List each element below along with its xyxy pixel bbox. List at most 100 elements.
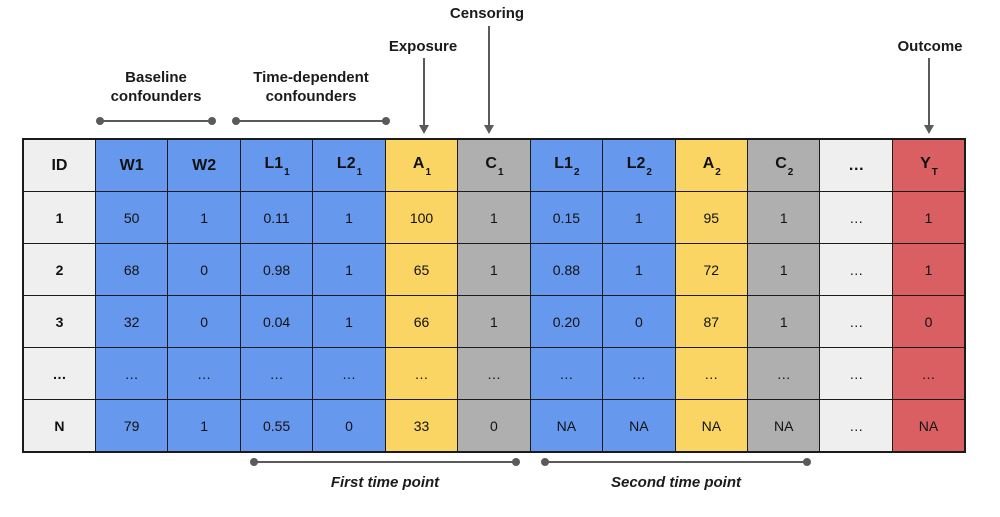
header-cell-a_2: A2 xyxy=(674,138,749,192)
header-cell-l2_1: L21 xyxy=(312,138,386,192)
table-cell-ellipsis: … xyxy=(819,399,893,453)
table-cell-c_2: … xyxy=(747,347,821,400)
outcome-label: Outcome xyxy=(897,38,963,55)
table-cell-l2_2: 1 xyxy=(602,243,676,296)
exposure-arrow-icon xyxy=(418,58,430,134)
table-cell-w1: 79 xyxy=(94,399,169,453)
first-time-point-label: First time point xyxy=(330,474,440,491)
table-cell-c_2: 1 xyxy=(747,243,821,296)
table-cell-l1_2: 0.20 xyxy=(529,295,604,348)
header-subscript: 2 xyxy=(573,166,580,178)
table-row: N 79 1 0.55 0 33 0 NA NA NA NA… NA xyxy=(22,399,966,453)
table-cell-w2: … xyxy=(167,347,241,400)
header-subscript: 1 xyxy=(425,166,432,178)
table-cell-a_2: … xyxy=(674,347,749,400)
header-cell-w1: W1 xyxy=(94,138,169,192)
table-cell-l2_1: 0 xyxy=(312,399,386,453)
table-cell-l1_1: 0.04 xyxy=(239,295,314,348)
table-cell-a_1: 33 xyxy=(384,399,459,453)
table-cell-l2_1: 1 xyxy=(312,295,386,348)
table-cell-c_1: 1 xyxy=(457,191,531,244)
table-cell-l2_2: 0 xyxy=(602,295,676,348)
outcome-arrow-icon xyxy=(923,58,935,134)
table-cell-w2: 1 xyxy=(167,191,241,244)
header-cell-w2: W2 xyxy=(167,138,241,192)
table-cell-c_1: 1 xyxy=(457,295,531,348)
table-cell-id: 3 xyxy=(22,295,96,348)
header-cell-id: ID xyxy=(22,138,96,192)
table-row: 3 32 0 0.04 1 66 1 0.20 0 87 1… 0 xyxy=(22,295,966,348)
table-body: 1 50 1 0.11 1 100 1 0.15 1 95 1… 1 2 68 0 0.98 1 65 1 0.88 1… xyxy=(22,191,966,453)
table-row: ………………………………… xyxy=(22,347,966,400)
table-cell-l1_1: 0.11 xyxy=(239,191,314,244)
table-cell-ellipsis: … xyxy=(819,295,893,348)
table-cell-c_1: 0 xyxy=(457,399,531,453)
table-cell-l1_1: 0.55 xyxy=(239,399,314,453)
header-cell-c_1: C1 xyxy=(457,138,531,192)
table-cell-l1_2: NA xyxy=(529,399,604,453)
header-row: ID W1 W2 L11 L21 A1 C1 L12 L22 A2 C2… YT xyxy=(22,138,966,192)
table-cell-w2: 1 xyxy=(167,399,241,453)
data-table: ID W1 W2 L11 L21 A1 C1 L12 L22 A2 C2… YT 1 50 1 0.11 1 1… xyxy=(22,138,966,453)
table-cell-l1_2: 0.15 xyxy=(529,191,604,244)
table-cell-w1: 68 xyxy=(94,243,169,296)
table-cell-ellipsis: … xyxy=(819,347,893,400)
table-cell-l2_2: … xyxy=(602,347,676,400)
time-dependent-confounders-bracket xyxy=(232,117,390,125)
table-cell-a_2: 87 xyxy=(674,295,749,348)
table-cell-a_2: NA xyxy=(674,399,749,453)
table-cell-ellipsis: … xyxy=(819,243,893,296)
table-cell-id: 2 xyxy=(22,243,96,296)
time-dependent-confounders-label: Time-dependent confounders xyxy=(253,69,369,105)
table-cell-a_1: 65 xyxy=(384,243,459,296)
table-cell-a_1: … xyxy=(384,347,459,400)
table-cell-ellipsis: … xyxy=(819,191,893,244)
censoring-arrow-icon xyxy=(483,26,495,134)
table-cell-l2_2: NA xyxy=(602,399,676,453)
table-cell-a_2: 95 xyxy=(674,191,749,244)
table-cell-l2_1: 1 xyxy=(312,191,386,244)
header-cell-c_2: C2 xyxy=(747,138,821,192)
header-cell-l2_2: L22 xyxy=(602,138,676,192)
table-cell-c_2: 1 xyxy=(747,295,821,348)
exposure-label: Exposure xyxy=(388,38,458,55)
baseline-confounders-bracket xyxy=(96,117,216,125)
header-subscript: 2 xyxy=(787,166,794,178)
table-row: 2 68 0 0.98 1 65 1 0.88 1 72 1… 1 xyxy=(22,243,966,296)
table-cell-a_2: 72 xyxy=(674,243,749,296)
table-cell-l2_2: 1 xyxy=(602,191,676,244)
header-subscript: 1 xyxy=(356,166,363,178)
baseline-confounders-label: Baseline confounders xyxy=(110,69,202,105)
table-header: ID W1 W2 L11 L21 A1 C1 L12 L22 A2 C2… YT xyxy=(22,138,966,192)
header-cell-y_t: YT xyxy=(891,138,966,192)
table-cell-y_t: NA xyxy=(891,399,966,453)
header-cell-ellipsis: … xyxy=(819,138,893,192)
table-cell-y_t: 0 xyxy=(891,295,966,348)
table-cell-w2: 0 xyxy=(167,295,241,348)
table-cell-y_t: 1 xyxy=(891,191,966,244)
table-cell-a_1: 100 xyxy=(384,191,459,244)
table-row: 1 50 1 0.11 1 100 1 0.15 1 95 1… 1 xyxy=(22,191,966,244)
table-cell-l2_1: … xyxy=(312,347,386,400)
header-subscript: T xyxy=(931,166,938,178)
table-cell-l1_2: … xyxy=(529,347,604,400)
table-cell-id: … xyxy=(22,347,96,400)
table-cell-l1_2: 0.88 xyxy=(529,243,604,296)
second-time-point-label: Second time point xyxy=(610,474,742,491)
header-cell-l1_1: L11 xyxy=(239,138,314,192)
censoring-label: Censoring xyxy=(449,5,525,22)
table-cell-id: 1 xyxy=(22,191,96,244)
header-subscript: 2 xyxy=(646,166,652,178)
header-cell-l1_2: L12 xyxy=(529,138,604,192)
table-cell-l1_1: 0.98 xyxy=(239,243,314,296)
table-cell-y_t: … xyxy=(891,347,966,400)
table-cell-w1: 32 xyxy=(94,295,169,348)
table-cell-a_1: 66 xyxy=(384,295,459,348)
table-cell-c_2: NA xyxy=(747,399,821,453)
first-time-point-bracket xyxy=(250,458,520,466)
table-cell-w1: … xyxy=(94,347,169,400)
table-cell-id: N xyxy=(22,399,96,453)
header-cell-a_1: A1 xyxy=(384,138,459,192)
table-cell-w2: 0 xyxy=(167,243,241,296)
